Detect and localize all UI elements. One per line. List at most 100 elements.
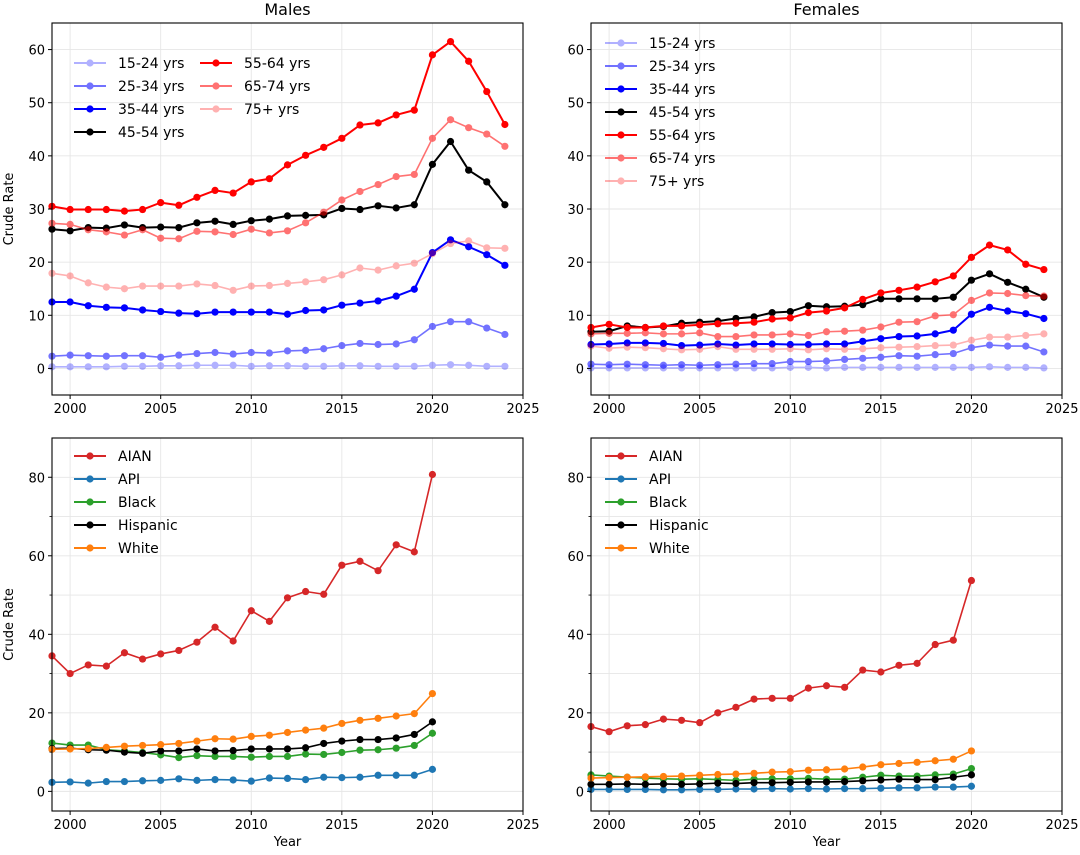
data-point [931,775,939,784]
data-point [338,362,346,370]
series-api [587,782,976,794]
data-point [483,324,491,332]
data-point [967,344,976,352]
data-point [428,765,437,773]
legend-item: AIAN [74,449,152,465]
legend-item: 25-34 yrs [605,59,715,75]
data-point [229,220,237,229]
x-tick-label: 2010 [235,818,268,833]
x-tick-label: 2000 [54,402,87,417]
data-point [985,289,994,297]
data-point [302,346,310,354]
legend-item: 45-54 yrs [74,125,184,141]
data-point [804,340,812,349]
data-point [931,278,939,286]
series-line [51,140,506,232]
y-tick-label: 0 [37,362,45,377]
data-point [302,306,310,315]
legend-item: Hispanic [605,518,709,534]
data-point [732,779,740,788]
data-point [949,293,957,301]
legend-label: 55-64 yrs [244,56,310,72]
data-point [659,330,668,338]
data-point [374,340,382,349]
data-point [822,307,831,315]
data-point [877,776,885,784]
data-point [120,207,129,215]
data-point [967,253,976,261]
legend-item: 55-64 yrs [605,128,715,144]
data-point [913,332,921,340]
series-line [51,474,434,675]
data-point [1022,363,1030,371]
data-point [605,361,613,369]
panel-females-age: 2000 2005 2010 2015 2020 2025 0 10 20 30 40 50 60 Fem… [567,0,1078,417]
data-point [138,655,147,663]
data-point [392,111,400,119]
data-point [392,771,400,779]
y-tick-label: 20 [567,707,584,722]
data-point [392,204,400,212]
legend-marker [617,544,625,552]
data-point [120,285,129,293]
data-point [931,783,939,791]
data-point [949,773,957,781]
legend-swatch [74,521,106,529]
data-point [229,308,237,316]
series-line [591,774,972,786]
data-point [1004,363,1012,371]
data-point [428,248,437,257]
data-point [696,361,704,369]
data-point [374,202,382,210]
data-point [949,272,957,280]
data-point [985,241,994,249]
data-point [392,340,400,348]
data-point [483,362,491,370]
legend-swatch [605,177,637,185]
legend: 15-24 yrs 25-34 yrs 35-44 yrs 45-54 yrs 55-6… [605,36,715,190]
data-point [967,747,976,755]
legend-marker [617,131,625,139]
data-point [877,289,885,297]
data-point [931,341,939,350]
data-point [822,345,831,353]
series-line [51,693,434,751]
data-point [714,343,722,351]
data-point [247,753,255,761]
data-point [804,778,812,786]
data-point [247,178,255,186]
legend-label: 75+ yrs [244,102,299,118]
x-tick-label: 2025 [1045,402,1078,417]
data-point [120,777,129,786]
data-point [659,361,668,369]
data-point [392,734,400,742]
data-point [714,785,722,794]
data-point [895,775,903,783]
x-tick-label: 2005 [144,402,177,417]
y-tick-label: 40 [567,150,584,165]
y-axis-label: Crude Rate [2,588,17,661]
data-point [750,313,758,321]
data-point [641,780,649,788]
data-point [931,363,939,371]
data-point [696,771,704,779]
data-point [913,343,921,351]
data-point [138,777,147,785]
legend-item: 65-74 yrs [200,79,310,95]
data-point [84,744,92,753]
data-point [211,308,219,316]
legend-swatch [200,105,232,113]
series-35-44-yrs [48,236,509,318]
legend-label: 45-54 yrs [118,125,184,141]
legend-label: API [649,472,671,488]
legend-label: 15-24 yrs [118,56,184,72]
data-point [120,352,129,360]
series-45-54-yrs [48,137,509,235]
data-point [732,332,740,341]
data-point [66,363,74,371]
data-point [374,266,382,274]
x-tick-label: 2010 [235,402,268,417]
series-line [51,721,433,755]
data-point [623,339,631,347]
data-point [84,661,92,669]
